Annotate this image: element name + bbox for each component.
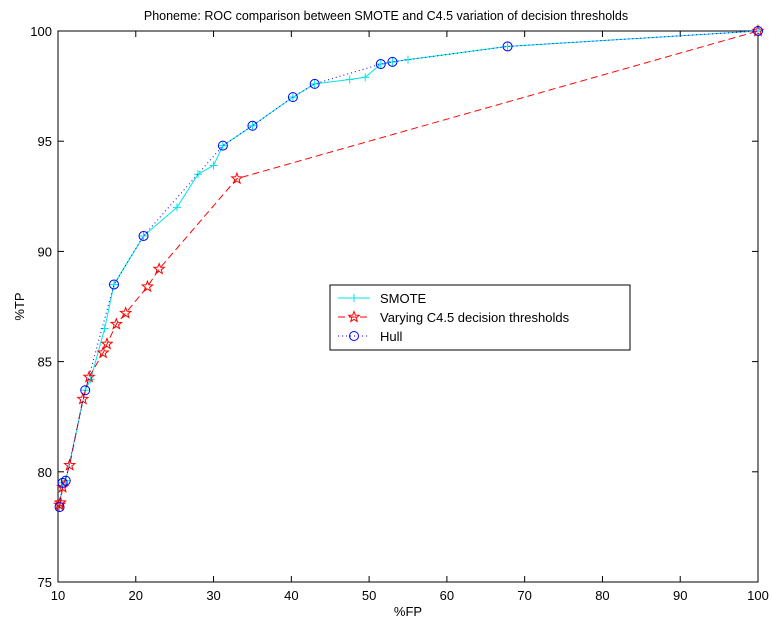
data-point xyxy=(109,279,119,290)
data-point xyxy=(82,370,96,383)
data-point xyxy=(230,171,244,185)
data-point xyxy=(375,59,386,70)
legend: SMOTE Varying C4.5 decision thresholds Hul… xyxy=(329,284,631,351)
data-point xyxy=(110,280,118,289)
x-tick-label: 40 xyxy=(284,588,298,603)
x-tick-label: 50 xyxy=(362,588,376,603)
data-point xyxy=(152,262,166,275)
x-axis-title: %FP xyxy=(394,604,422,619)
legend-label: Varying C4.5 decision thresholds xyxy=(380,310,570,325)
data-point xyxy=(349,331,359,341)
data-point xyxy=(310,79,319,88)
data-point xyxy=(54,502,65,513)
data-point xyxy=(139,231,148,240)
data-point xyxy=(80,385,91,396)
data-point xyxy=(140,279,155,293)
data-point xyxy=(248,121,257,130)
data-point xyxy=(217,140,228,151)
series-varying-c4-5-decision-thresholds xyxy=(52,24,765,511)
data-point xyxy=(287,92,298,103)
data-point xyxy=(76,392,90,405)
data-point xyxy=(53,495,67,509)
data-point xyxy=(173,203,181,212)
data-point xyxy=(60,475,71,486)
x-tick-label: 10 xyxy=(51,588,65,603)
y-tick-label: 85 xyxy=(38,355,52,370)
plot-frame xyxy=(57,30,759,583)
data-point xyxy=(109,317,123,330)
x-tick-label: 20 xyxy=(129,588,143,603)
y-tick-label: 95 xyxy=(38,134,52,149)
data-point xyxy=(100,337,114,350)
x-tick-label: 100 xyxy=(747,588,769,603)
x-tick-label: 90 xyxy=(673,588,687,603)
data-point xyxy=(209,161,218,170)
data-point xyxy=(57,477,68,488)
data-point xyxy=(753,26,763,36)
y-axis-title: %TP xyxy=(12,292,27,320)
x-tick-label: 80 xyxy=(595,588,609,603)
legend-label: Hull xyxy=(380,329,403,344)
series-hull xyxy=(54,26,763,513)
data-point xyxy=(218,141,227,150)
y-tick-label: 80 xyxy=(38,465,52,480)
data-point xyxy=(502,41,513,52)
legend-label: SMOTE xyxy=(380,291,427,306)
data-point xyxy=(350,294,358,302)
data-point xyxy=(138,230,149,241)
y-tick-label: 75 xyxy=(38,575,52,590)
x-tick-label: 60 xyxy=(440,588,454,603)
series-line xyxy=(59,30,759,508)
data-point xyxy=(194,170,202,179)
data-point xyxy=(376,60,385,69)
data-point xyxy=(387,56,398,67)
series-line xyxy=(59,30,759,508)
legend-box xyxy=(329,284,631,351)
x-tick-label: 30 xyxy=(206,588,220,603)
y-tick-label: 90 xyxy=(38,244,52,259)
x-tick-label: 70 xyxy=(517,588,531,603)
axis-ticks: 10 20 30 40 50 60 70 80 90 100 75 80 85 90 95 100 xyxy=(30,24,769,603)
data-point xyxy=(309,78,320,89)
y-tick-label: 100 xyxy=(30,24,52,39)
data-point xyxy=(361,73,370,82)
data-point xyxy=(388,57,397,66)
data-point xyxy=(404,55,412,64)
data-point xyxy=(247,120,258,131)
series-layer xyxy=(52,24,765,513)
data-point xyxy=(347,310,361,323)
data-point xyxy=(96,345,110,359)
data-point xyxy=(119,306,133,319)
data-point xyxy=(345,75,354,84)
chart-title: Phoneme: ROC comparison between SMOTE an… xyxy=(144,9,628,23)
series-line xyxy=(59,30,759,506)
data-point xyxy=(63,458,77,471)
